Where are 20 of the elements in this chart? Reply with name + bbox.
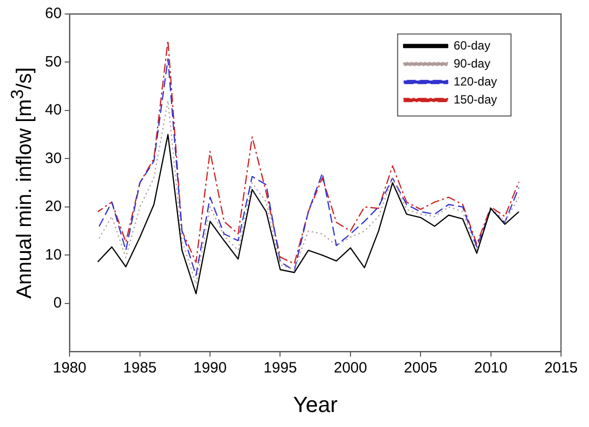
x-tick-label: 2005 xyxy=(404,360,438,377)
y-tick-label: 60 xyxy=(44,5,62,22)
x-tick-label: 2015 xyxy=(544,360,578,377)
x-tick-label: 1985 xyxy=(123,360,157,377)
y-tick-label: 20 xyxy=(44,198,62,216)
legend-label: 150-day xyxy=(454,92,498,106)
y-tick-label: 50 xyxy=(44,53,62,70)
y-tick-label: 30 xyxy=(44,150,62,167)
y-tick-label: 0 xyxy=(53,294,62,312)
y-tick-label: 10 xyxy=(44,246,62,264)
x-tick-label: 2000 xyxy=(334,360,368,377)
x-tick-label: 1990 xyxy=(193,360,227,377)
x-tick-label: 1980 xyxy=(52,360,86,377)
y-tick-label: 40 xyxy=(44,102,62,119)
x-tick-label: 1995 xyxy=(264,360,297,377)
x-axis-title: Year xyxy=(293,392,338,417)
legend-label: 90-day xyxy=(454,56,490,70)
legend-label: 60-day xyxy=(454,38,490,52)
legend-label: 120-day xyxy=(454,74,498,88)
x-tick-label: 2010 xyxy=(474,360,508,377)
